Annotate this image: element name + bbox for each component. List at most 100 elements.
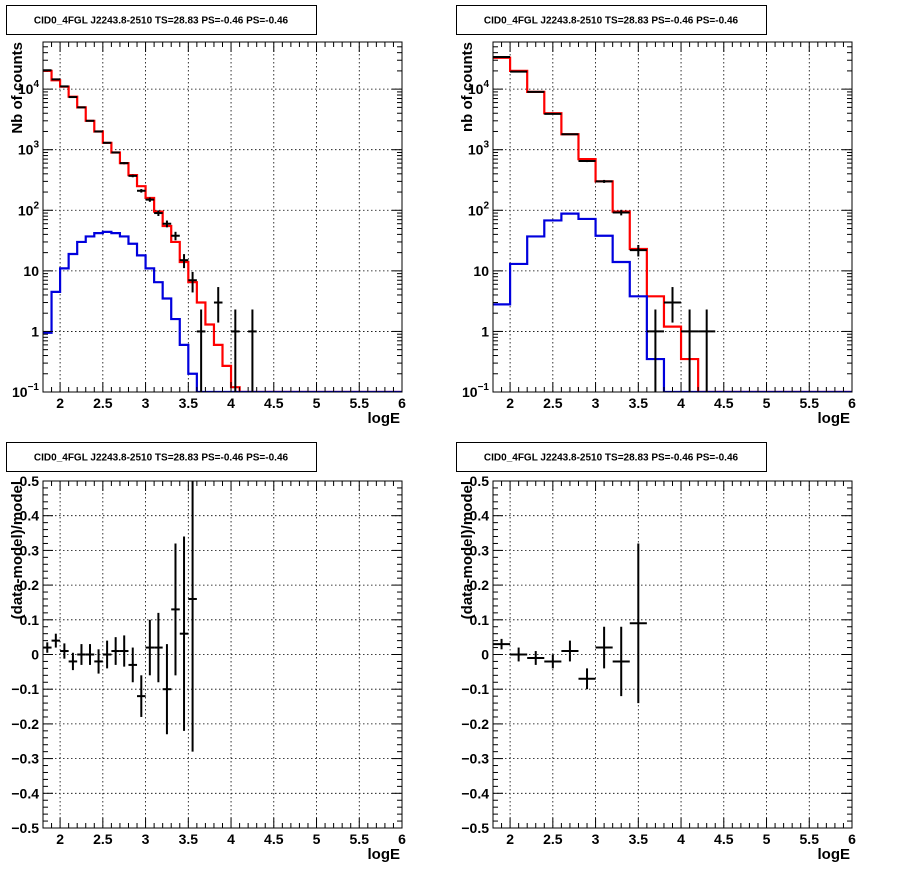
x-tick-label: 4.5 xyxy=(264,831,284,847)
data-point xyxy=(510,647,528,662)
data-point xyxy=(77,106,86,109)
data-point xyxy=(154,210,163,216)
data-point xyxy=(94,649,103,674)
y-tick-label: 0.4 xyxy=(20,508,40,524)
y-axis-ticks xyxy=(493,480,852,829)
y-tick-label: −0.4 xyxy=(11,785,39,801)
data-point xyxy=(171,543,180,676)
x-tick-label: 2.5 xyxy=(543,831,563,847)
data-point xyxy=(544,112,562,115)
data-point xyxy=(179,254,189,269)
data-point xyxy=(595,626,613,669)
y-tick-label: 1 xyxy=(31,323,39,339)
x-tick-label: 6 xyxy=(398,395,406,411)
x-tick-label: 3 xyxy=(142,831,150,847)
x-tick-label: 6 xyxy=(848,831,856,847)
title-box xyxy=(6,442,317,472)
y-tick-label: 10 xyxy=(473,263,489,279)
data-point xyxy=(188,271,197,293)
data-point xyxy=(145,197,155,202)
x-tick-label: 3.5 xyxy=(179,395,199,411)
y-tick-label: 0.2 xyxy=(470,577,490,593)
x-tick-label: 5.5 xyxy=(800,831,820,847)
x-axis-ticks xyxy=(492,481,853,828)
x-tick-label: 3.5 xyxy=(179,831,199,847)
data-point xyxy=(111,637,120,665)
chart-panel-3: 2 2.5 3 3.5 4 4.5 5 5.5 6 −0.5 −0.4 −0.3 −0.2 −0.1 0 0.… xyxy=(6,442,406,863)
data-point xyxy=(60,643,69,659)
data-point xyxy=(681,309,699,392)
data-point xyxy=(231,309,240,392)
data-point xyxy=(612,626,630,697)
grid xyxy=(43,481,402,828)
y-tick-label: 0 xyxy=(31,647,39,663)
data-point xyxy=(179,536,189,731)
x-tick-label: 5 xyxy=(313,395,321,411)
y-tick-label: 0.3 xyxy=(20,542,40,558)
data-point xyxy=(544,654,562,669)
data-point xyxy=(85,644,95,665)
data-point xyxy=(578,160,596,163)
x-tick-label: 4 xyxy=(677,831,685,847)
y-axis-label: Nb of counts xyxy=(9,42,26,134)
plot-area xyxy=(493,42,852,392)
y-tick-label: −0.1 xyxy=(461,681,489,697)
data-point xyxy=(171,231,180,241)
y-tick-label: 102 xyxy=(18,200,40,218)
y-axis-ticks xyxy=(43,41,402,393)
y-tick-label: 0.1 xyxy=(470,612,490,628)
x-tick-label: 4.5 xyxy=(714,831,734,847)
x-tick-label: 6 xyxy=(398,831,406,847)
chart-title: CID0_4FGL J2243.8-2510 TS=28.83 PS=-0.46… xyxy=(34,16,289,27)
data-point xyxy=(68,652,78,671)
y-tick-label: −0.4 xyxy=(461,785,489,801)
y-axis-label: nb of counts xyxy=(459,42,476,132)
y-axis-ticks xyxy=(493,41,852,393)
data-point xyxy=(527,651,545,665)
data-point xyxy=(102,640,112,669)
x-tick-label: 5 xyxy=(763,395,771,411)
y-tick-label: −0.2 xyxy=(461,716,489,732)
series-group xyxy=(493,55,852,392)
data-point xyxy=(629,543,647,704)
x-tick-label: 3 xyxy=(592,831,600,847)
series-group xyxy=(493,543,647,704)
chart-title: CID0_4FGL J2243.8-2510 TS=28.83 PS=-0.46… xyxy=(484,453,739,464)
y-tick-label: 0.5 xyxy=(20,473,40,489)
title-box xyxy=(6,5,317,35)
y-tick-label: −0.3 xyxy=(461,751,489,767)
data-point xyxy=(646,309,664,392)
x-axis-label: logE xyxy=(368,846,401,863)
y-tick-label: −0.2 xyxy=(11,716,39,732)
y-tick-label: 0.5 xyxy=(470,473,490,489)
series-line-2 xyxy=(43,230,402,392)
y-axis-ticks xyxy=(43,480,402,829)
y-tick-label: 1 xyxy=(481,323,489,339)
x-tick-label: 2 xyxy=(56,831,64,847)
data-point xyxy=(119,635,129,667)
series-group xyxy=(43,69,402,392)
y-tick-label: −0.3 xyxy=(11,751,39,767)
x-axis-label: logE xyxy=(368,410,401,427)
x-tick-label: 2.5 xyxy=(93,395,113,411)
y-axis-label: (data-model)/model xyxy=(9,481,26,619)
x-tick-label: 3.5 xyxy=(629,831,649,847)
y-tick-label: 0 xyxy=(481,647,489,663)
data-point xyxy=(85,119,95,122)
y-tick-label: 104 xyxy=(468,79,490,97)
data-point xyxy=(137,675,146,717)
series-line-2 xyxy=(493,212,852,392)
y-tick-label: 0.4 xyxy=(470,508,490,524)
x-tick-label: 3 xyxy=(142,395,150,411)
x-tick-label: 4.5 xyxy=(264,395,284,411)
data-point xyxy=(595,179,613,183)
x-tick-label: 5 xyxy=(763,831,771,847)
x-tick-label: 4 xyxy=(227,395,235,411)
x-tick-label: 5 xyxy=(313,831,321,847)
x-axis-ticks xyxy=(492,42,853,392)
chart-title: CID0_4FGL J2243.8-2510 TS=28.83 PS=-0.46… xyxy=(484,16,739,27)
data-point xyxy=(561,133,579,136)
x-axis-ticks xyxy=(42,42,403,392)
data-point xyxy=(493,638,511,650)
data-point xyxy=(154,612,163,683)
